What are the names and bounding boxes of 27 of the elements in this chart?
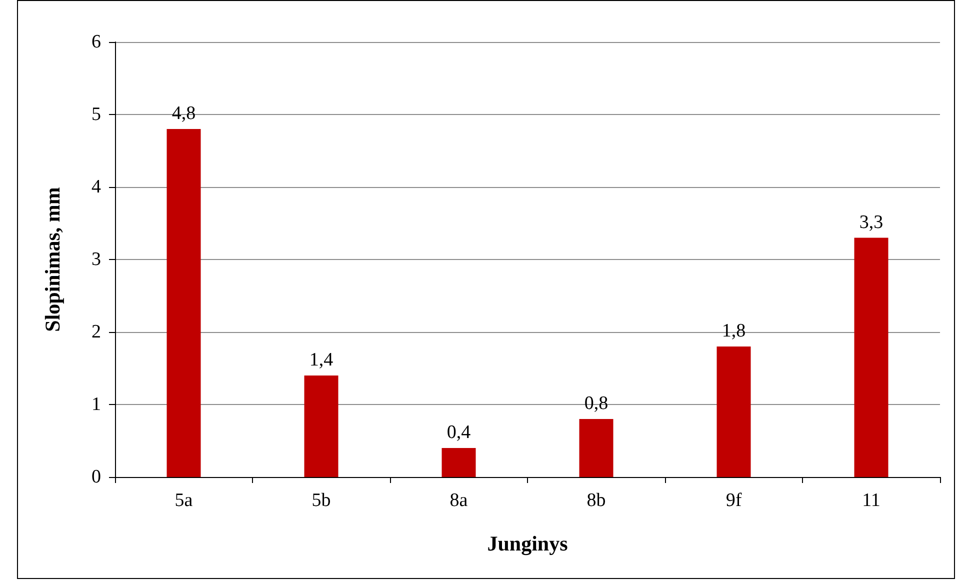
x-tick-label: 5a: [174, 490, 194, 511]
x-tick-label: 8b: [586, 490, 606, 511]
bar: [579, 419, 614, 477]
y-axis-title: Slopinimas, mm: [40, 186, 64, 332]
y-tick-label: 3: [92, 249, 101, 270]
x-tick-label: 11: [862, 490, 880, 511]
x-tick-label: 8a: [450, 490, 468, 511]
y-tick-label: 5: [92, 104, 101, 125]
x-axis-title: Junginys: [487, 532, 568, 556]
x-tick-label: 5b: [312, 490, 331, 511]
bar: [304, 376, 338, 477]
data-label: 1,8: [722, 320, 746, 342]
data-label: 1,4: [309, 350, 334, 370]
y-tick-label: 2: [92, 322, 101, 342]
data-label: 0,8: [584, 393, 608, 414]
y-tick-label: 6: [92, 32, 101, 52]
data-label: 3,3: [859, 212, 884, 233]
y-tick-label: 4: [92, 176, 102, 198]
data-label: 0,4: [446, 422, 472, 443]
y-tick-label: 1: [92, 394, 101, 415]
bar: [442, 448, 476, 477]
data-label: 4,8: [172, 103, 196, 124]
y-tick-label: 0: [92, 466, 101, 488]
x-tick-label: 9f: [726, 490, 742, 511]
bar: [854, 238, 888, 477]
bar: [716, 346, 751, 477]
bar: [166, 129, 201, 477]
